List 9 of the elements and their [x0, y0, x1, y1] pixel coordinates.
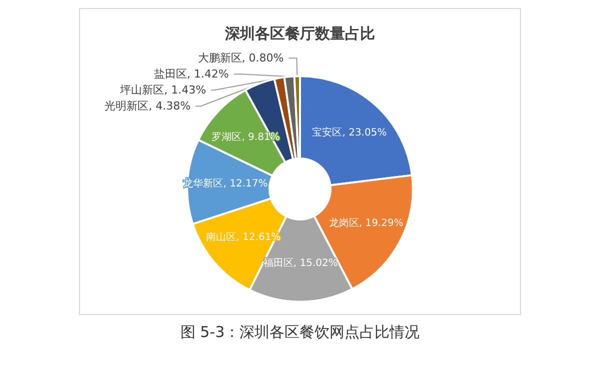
slice-label: 龙岗区, 19.29% — [328, 217, 404, 230]
slice-label: 宝安区, 23.05% — [312, 126, 387, 139]
slice-label: 福田区, 15.02% — [263, 257, 338, 270]
slice-label: 盐田区, 1.42% — [154, 68, 229, 81]
slice-label: 光明新区, 4.38% — [104, 100, 191, 113]
slice-label: 坪山新区, 1.43% — [119, 84, 206, 97]
chart-title: 深圳各区餐厅数量占比 — [224, 24, 375, 42]
caption: 图 5-3：深圳各区餐饮网点占比情况 — [179, 323, 421, 342]
slice-label: 大鹏新区, 0.80% — [198, 52, 284, 65]
